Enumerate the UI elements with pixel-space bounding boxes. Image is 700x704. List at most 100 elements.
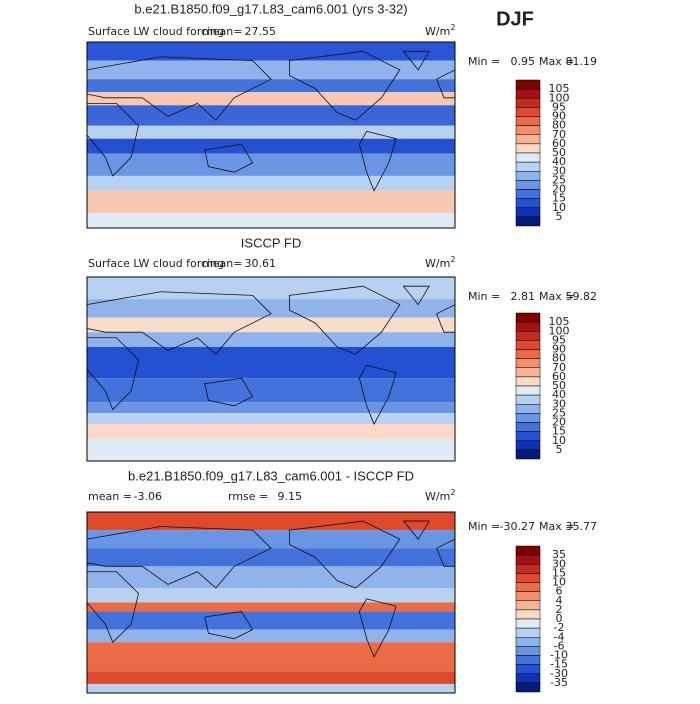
- colorbar-box: [515, 673, 541, 684]
- colorbar-label: 70: [552, 128, 566, 141]
- colorbar-label: 35: [552, 548, 566, 561]
- units-base: W/m: [425, 490, 450, 503]
- coastline: [86, 56, 272, 121]
- colorbar-box: [515, 627, 541, 638]
- colorbar-box: [515, 413, 541, 423]
- map-band: [87, 566, 455, 589]
- colorbar-box: [515, 116, 541, 126]
- colorbar-label: 0: [556, 612, 563, 625]
- map-band: [87, 602, 455, 612]
- map-band: [87, 42, 455, 61]
- colorbar-box: [515, 358, 541, 368]
- colorbar-label: -30: [550, 667, 568, 680]
- colorbar-box: [515, 198, 541, 208]
- min-value: 0.95: [511, 55, 536, 68]
- units: W/m2: [425, 488, 455, 504]
- min-label: Min =: [468, 520, 500, 533]
- colorbar-box: [515, 180, 541, 190]
- colorbar-box: [515, 440, 541, 451]
- colorbar-label: 4: [556, 594, 563, 607]
- max-value: 59.82: [566, 290, 598, 303]
- colorbar-label: 6: [556, 585, 563, 598]
- colorbar-box: [515, 385, 541, 396]
- map-band: [87, 175, 455, 191]
- coastline: [402, 50, 430, 71]
- colorbar-label: 5: [556, 443, 563, 456]
- colorbar-label: 60: [552, 137, 566, 150]
- colorbar-label: 80: [552, 352, 566, 365]
- colorbar-label: -6: [554, 639, 565, 652]
- map-band: [87, 683, 455, 693]
- colorbar-box: [515, 682, 541, 693]
- units-exponent: 2: [450, 23, 455, 32]
- coastline: [86, 526, 272, 589]
- colorbar-label: 105: [549, 82, 570, 95]
- colorbar-box: [515, 88, 541, 99]
- variable-label: Surface LW cloud forcing: [88, 25, 224, 38]
- coastline: [402, 285, 430, 306]
- colorbar-box: [515, 171, 541, 181]
- colorbar-box: [515, 609, 541, 620]
- colorbar-box: [515, 664, 541, 674]
- colorbar-label: 40: [552, 388, 566, 401]
- map-band: [87, 277, 455, 300]
- colorbar-label: 30: [552, 557, 566, 570]
- coastline: [358, 598, 397, 658]
- map-frame: [86, 276, 456, 462]
- coastline: [86, 291, 272, 355]
- stat-value: 27.55: [245, 25, 277, 38]
- coastline: [86, 571, 139, 644]
- colorbar-label: -35: [550, 676, 568, 689]
- colorbar-label: 100: [549, 91, 570, 104]
- colorbar-label: 30: [552, 397, 566, 410]
- map-band: [87, 611, 455, 630]
- panel-title: b.e21.B1850.f09_g17.L83_cam6.001 - ISCCP…: [128, 468, 414, 483]
- colorbar-box: [515, 422, 541, 432]
- colorbar-label: -15: [550, 658, 568, 671]
- map-band: [87, 530, 455, 549]
- map-band: [87, 629, 455, 643]
- max-value: 81.19: [566, 55, 598, 68]
- colorbar-label: 95: [552, 100, 566, 113]
- colorbar-box: [515, 107, 541, 117]
- units-base: W/m: [425, 257, 450, 270]
- colorbar-label: 40: [552, 155, 566, 168]
- coastline: [86, 102, 139, 177]
- colorbar-box: [515, 161, 541, 172]
- colorbar-label: 15: [552, 425, 566, 438]
- colorbar-label: -2: [554, 621, 565, 634]
- stat-value: 9.15: [278, 490, 303, 503]
- colorbar-box: [515, 573, 541, 583]
- map-band: [87, 79, 455, 93]
- coastline: [402, 520, 430, 540]
- map-band: [87, 60, 455, 80]
- colorbar-label: 25: [552, 406, 566, 419]
- colorbar-box: [515, 655, 541, 665]
- stat-label: mean=: [202, 25, 242, 38]
- colorbar-label: -10: [550, 649, 568, 662]
- colorbar-box: [515, 367, 541, 378]
- map-band: [87, 138, 455, 154]
- map-band: [87, 588, 455, 603]
- map-band: [87, 671, 455, 684]
- coastline: [358, 130, 397, 192]
- colorbar-box: [515, 376, 541, 387]
- map-band: [87, 92, 455, 106]
- colorbar-label: 20: [552, 183, 566, 196]
- map-band: [87, 413, 455, 425]
- coastline: [358, 364, 397, 426]
- colorbar-label: 50: [552, 146, 566, 159]
- colorbar-box: [515, 321, 541, 332]
- colorbar-box: [515, 98, 541, 108]
- map-band: [87, 299, 455, 318]
- colorbar-label: 15: [552, 192, 566, 205]
- min-value: -30.27: [500, 520, 535, 533]
- colorbar-label: 95: [552, 333, 566, 346]
- units-exponent: 2: [450, 255, 455, 264]
- colorbar-box: [515, 312, 541, 323]
- map-band: [87, 548, 455, 567]
- colorbar-label: 10: [552, 576, 566, 589]
- colorbar-box: [515, 600, 541, 611]
- colorbar-label: 10: [552, 434, 566, 447]
